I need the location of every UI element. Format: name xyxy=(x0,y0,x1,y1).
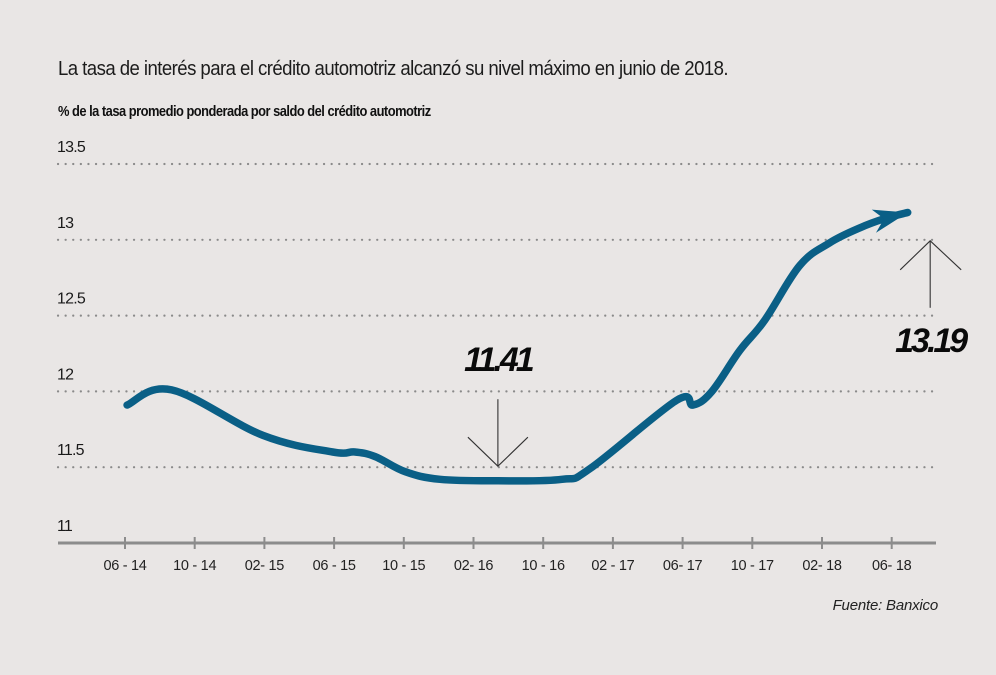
annotation-minimum: 11.41 xyxy=(464,341,537,467)
x-tick-label: 02- 15 xyxy=(245,558,285,574)
x-tick-label: 06 - 14 xyxy=(103,558,146,574)
annotation-label: 13.19 xyxy=(895,322,968,360)
annotations: 11.41 13.19 xyxy=(464,240,971,467)
annotation-arrowhead xyxy=(899,240,962,271)
x-tick-label: 10 - 16 xyxy=(522,558,565,574)
x-tick-label: 06 - 15 xyxy=(313,558,356,574)
x-tick-label: 10 - 15 xyxy=(382,558,425,574)
x-tick-label: 10 - 14 xyxy=(173,558,216,574)
annotation-maximum: 13.19 xyxy=(895,240,971,360)
chart-subtitle: % de la tasa promedio ponderada por sald… xyxy=(58,103,431,120)
y-tick-label: 12.5 xyxy=(57,291,86,308)
annotation-arrowhead xyxy=(467,436,529,467)
y-axis-labels: 11 11.5 12 12.5 13 13.5 xyxy=(57,139,87,535)
y-tick-label: 13 xyxy=(57,215,74,232)
x-tick-label: 10 - 17 xyxy=(731,558,774,574)
source-note: Fuente: Banxico xyxy=(832,597,939,614)
series-line xyxy=(123,208,912,485)
x-tick-label: 02- 16 xyxy=(454,558,494,574)
x-tick-label: 06- 18 xyxy=(872,558,912,574)
y-tick-label: 13.5 xyxy=(57,139,86,156)
series-end-arrowhead xyxy=(871,209,908,233)
annotation-label: 11.41 xyxy=(464,341,534,379)
x-tick-label: 02 - 17 xyxy=(591,558,634,574)
y-tick-label: 12 xyxy=(57,366,74,383)
chart-title: La tasa de interés para el crédito autom… xyxy=(58,58,729,80)
gridlines xyxy=(56,162,938,469)
x-axis: 06 - 14 10 - 14 02- 15 06 - 15 10 - 15 02- 16… xyxy=(58,537,936,574)
x-tick-label: 02- 18 xyxy=(802,558,842,574)
x-tick-label: 06- 17 xyxy=(663,558,703,574)
series-group xyxy=(123,208,912,485)
y-tick-label: 11 xyxy=(57,518,73,535)
y-tick-label: 11.5 xyxy=(57,442,85,459)
